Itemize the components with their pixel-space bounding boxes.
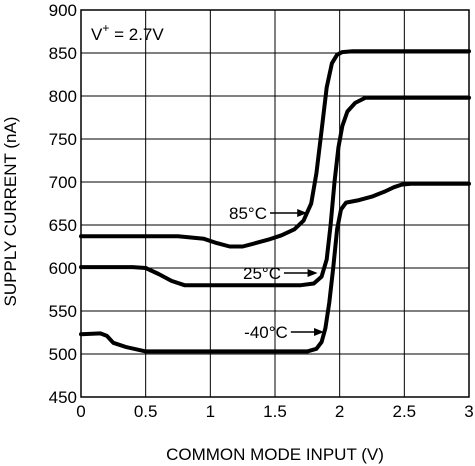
x-tick-labels: 0 0.5 1 1.5 2 2.5 3 <box>76 402 473 421</box>
y-tick-label: 750 <box>49 130 77 149</box>
y-tick-label: 650 <box>49 216 77 235</box>
series-line-tm40 <box>79 181 471 354</box>
series-group <box>79 49 471 354</box>
y-tick-label: 450 <box>49 388 77 407</box>
x-axis-title: COMMON MODE INPUT (V) <box>166 445 384 464</box>
y-tick-label: 700 <box>49 173 77 192</box>
y-tick-label: 850 <box>49 44 77 63</box>
annotation-arrowhead <box>307 269 318 277</box>
y-tick-label: 600 <box>49 259 77 278</box>
plot-frame <box>80 9 470 398</box>
y-tick-label: 900 <box>49 1 77 20</box>
x-tick-label: 1 <box>206 402 215 421</box>
y-tick-label: 550 <box>49 302 77 321</box>
y-tick-label: 800 <box>49 87 77 106</box>
annotation-arrowhead <box>314 328 325 336</box>
y-tick-labels: 450 500 550 600 650 700 750 800 850 900 <box>49 1 77 407</box>
series-line-t85 <box>79 49 471 249</box>
annotations-group: V+ = 2.7V 85°C 25°C -40°C <box>91 21 325 342</box>
y-axis-title: SUPPLY CURRENT (nA) <box>1 117 20 307</box>
x-tick-label: 2.5 <box>393 402 417 421</box>
x-tick-label: 3 <box>464 402 473 421</box>
y-tick-label: 500 <box>49 345 77 364</box>
x-tick-label: 0.5 <box>134 402 158 421</box>
temperature-label-tm40: -40°C <box>244 323 288 342</box>
x-tick-label: 0 <box>76 402 85 421</box>
x-tick-label: 1.5 <box>263 402 287 421</box>
supply-voltage-label: V+ = 2.7V <box>91 21 164 44</box>
temperature-label-t85: 85°C <box>229 204 267 223</box>
annotation-arrowhead <box>297 209 308 217</box>
x-tick-label: 2 <box>335 402 344 421</box>
series-line-t25 <box>79 95 471 288</box>
temperature-label-t25: 25°C <box>243 264 281 283</box>
